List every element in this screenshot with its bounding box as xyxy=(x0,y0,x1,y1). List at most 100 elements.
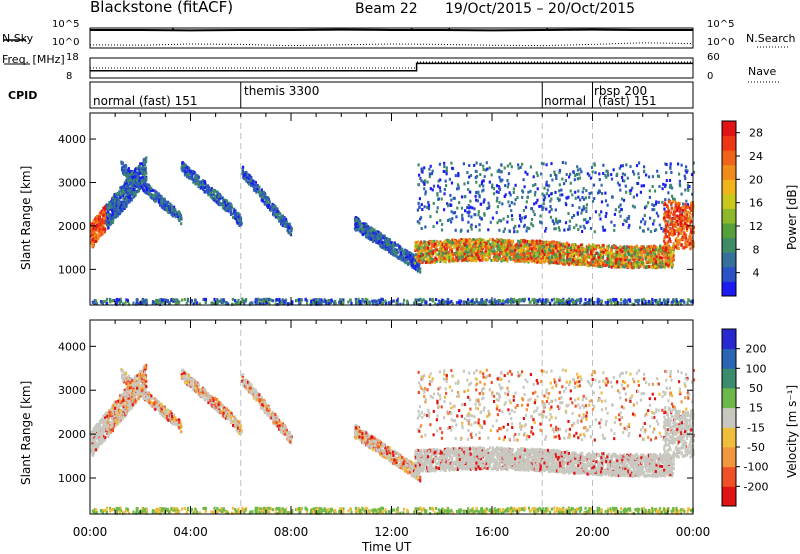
scatter-cell xyxy=(96,214,99,218)
scatter-cell xyxy=(586,252,589,256)
scatter-cell xyxy=(496,243,499,247)
scatter-cell xyxy=(630,251,633,255)
scatter-cell xyxy=(281,224,284,228)
scatter-cell xyxy=(243,302,246,306)
scatter-cell xyxy=(147,191,150,195)
scatter-cell xyxy=(414,298,417,302)
scatter-cell xyxy=(141,180,144,184)
scatter-cell xyxy=(403,250,406,254)
scatter-cell xyxy=(206,188,209,192)
scatter-cell xyxy=(361,297,364,301)
scatter-cell xyxy=(128,180,131,184)
scatter-cell xyxy=(390,243,393,247)
scatter-cell xyxy=(565,301,568,305)
scatter-cell xyxy=(160,199,163,203)
scatter-cell xyxy=(377,237,380,241)
scatter-cell xyxy=(184,170,187,174)
scatter-cell xyxy=(536,299,539,303)
scatter-cell xyxy=(553,249,556,253)
scatter-cell xyxy=(557,262,560,265)
scatter-cell xyxy=(571,250,574,254)
scatter-cell xyxy=(115,202,118,205)
scatter-cell xyxy=(430,249,433,252)
scatter-cell xyxy=(123,164,126,168)
scatter-cell xyxy=(197,179,200,183)
scatter-cell xyxy=(381,297,384,301)
scatter-cell xyxy=(250,184,253,188)
scatter-cell xyxy=(669,246,672,250)
scatter-cell xyxy=(541,298,544,302)
scatter-cell xyxy=(537,242,540,246)
scatter-cell xyxy=(576,253,580,257)
scatter-cell xyxy=(373,236,376,239)
scatter-cell xyxy=(566,241,569,245)
scatter-cell xyxy=(425,249,428,253)
scatter-cell xyxy=(537,249,540,253)
scatter-cell xyxy=(262,302,265,306)
scatter-cell xyxy=(534,251,537,255)
scatter-cell xyxy=(413,266,416,270)
scatter-cell xyxy=(140,162,143,166)
scatter-cell xyxy=(103,210,106,214)
scatter-cell xyxy=(555,300,558,304)
scatter-cell xyxy=(474,301,477,305)
scatter-cell xyxy=(204,190,207,194)
scatter-cell xyxy=(382,246,386,250)
scatter-cell xyxy=(520,298,524,302)
scatter-cell xyxy=(245,175,249,179)
scatter-cell xyxy=(440,243,444,247)
scatter-cell xyxy=(214,194,217,198)
scatter-cell xyxy=(585,245,588,249)
power-panel-bg xyxy=(90,113,693,305)
scatter-cell xyxy=(207,190,210,194)
scatter-cell xyxy=(659,265,662,269)
scatter-cell xyxy=(275,207,278,210)
scatter-cell xyxy=(278,300,282,304)
scatter-cell xyxy=(647,299,650,303)
scatter-cell xyxy=(123,207,126,210)
scatter-cell xyxy=(237,215,240,219)
scatter-cell xyxy=(366,230,369,234)
scatter-cell xyxy=(644,257,647,261)
scatter-cell xyxy=(180,222,183,226)
scatter-cell xyxy=(563,301,566,305)
scatter-cell xyxy=(370,235,373,239)
scatter-cell xyxy=(535,247,538,251)
scatter-cell xyxy=(598,298,601,302)
scatter-cell xyxy=(313,302,316,306)
scatter-cell xyxy=(435,248,438,252)
scatter-cell xyxy=(163,199,166,203)
scatter-cell xyxy=(284,301,287,305)
scatter-cell xyxy=(143,299,146,303)
scatter-cell xyxy=(120,203,123,206)
scatter-cell xyxy=(590,263,593,267)
scatter-cell xyxy=(271,202,274,206)
scatter-cell xyxy=(604,259,607,263)
scatter-cell xyxy=(527,257,530,260)
scatter-cell xyxy=(385,237,388,241)
scatter-cell xyxy=(383,240,386,244)
scatter-cell xyxy=(191,177,194,181)
scatter-cell xyxy=(551,259,554,262)
scatter-cell xyxy=(555,240,559,244)
scatter-cell xyxy=(288,302,291,306)
scatter-cell xyxy=(600,302,603,306)
scatter-cell xyxy=(457,243,460,246)
scatter-cell xyxy=(538,253,541,257)
scatter-cell xyxy=(94,236,97,240)
scatter-cell xyxy=(355,228,358,232)
scatter-cell xyxy=(104,214,107,218)
scatter-cell xyxy=(92,300,95,304)
scatter-cell xyxy=(470,252,473,256)
scatter-cell xyxy=(434,302,437,306)
scatter-cell xyxy=(632,264,635,268)
scatter-cell xyxy=(579,252,582,256)
scatter-cell xyxy=(261,194,264,198)
scatter-cell xyxy=(176,212,179,216)
scatter-cell xyxy=(519,249,522,253)
scatter-cell xyxy=(122,204,125,208)
scatter-cell xyxy=(98,232,101,236)
scatter-cell xyxy=(596,297,599,301)
scatter-cell xyxy=(507,249,510,253)
scatter-cell xyxy=(114,205,117,209)
